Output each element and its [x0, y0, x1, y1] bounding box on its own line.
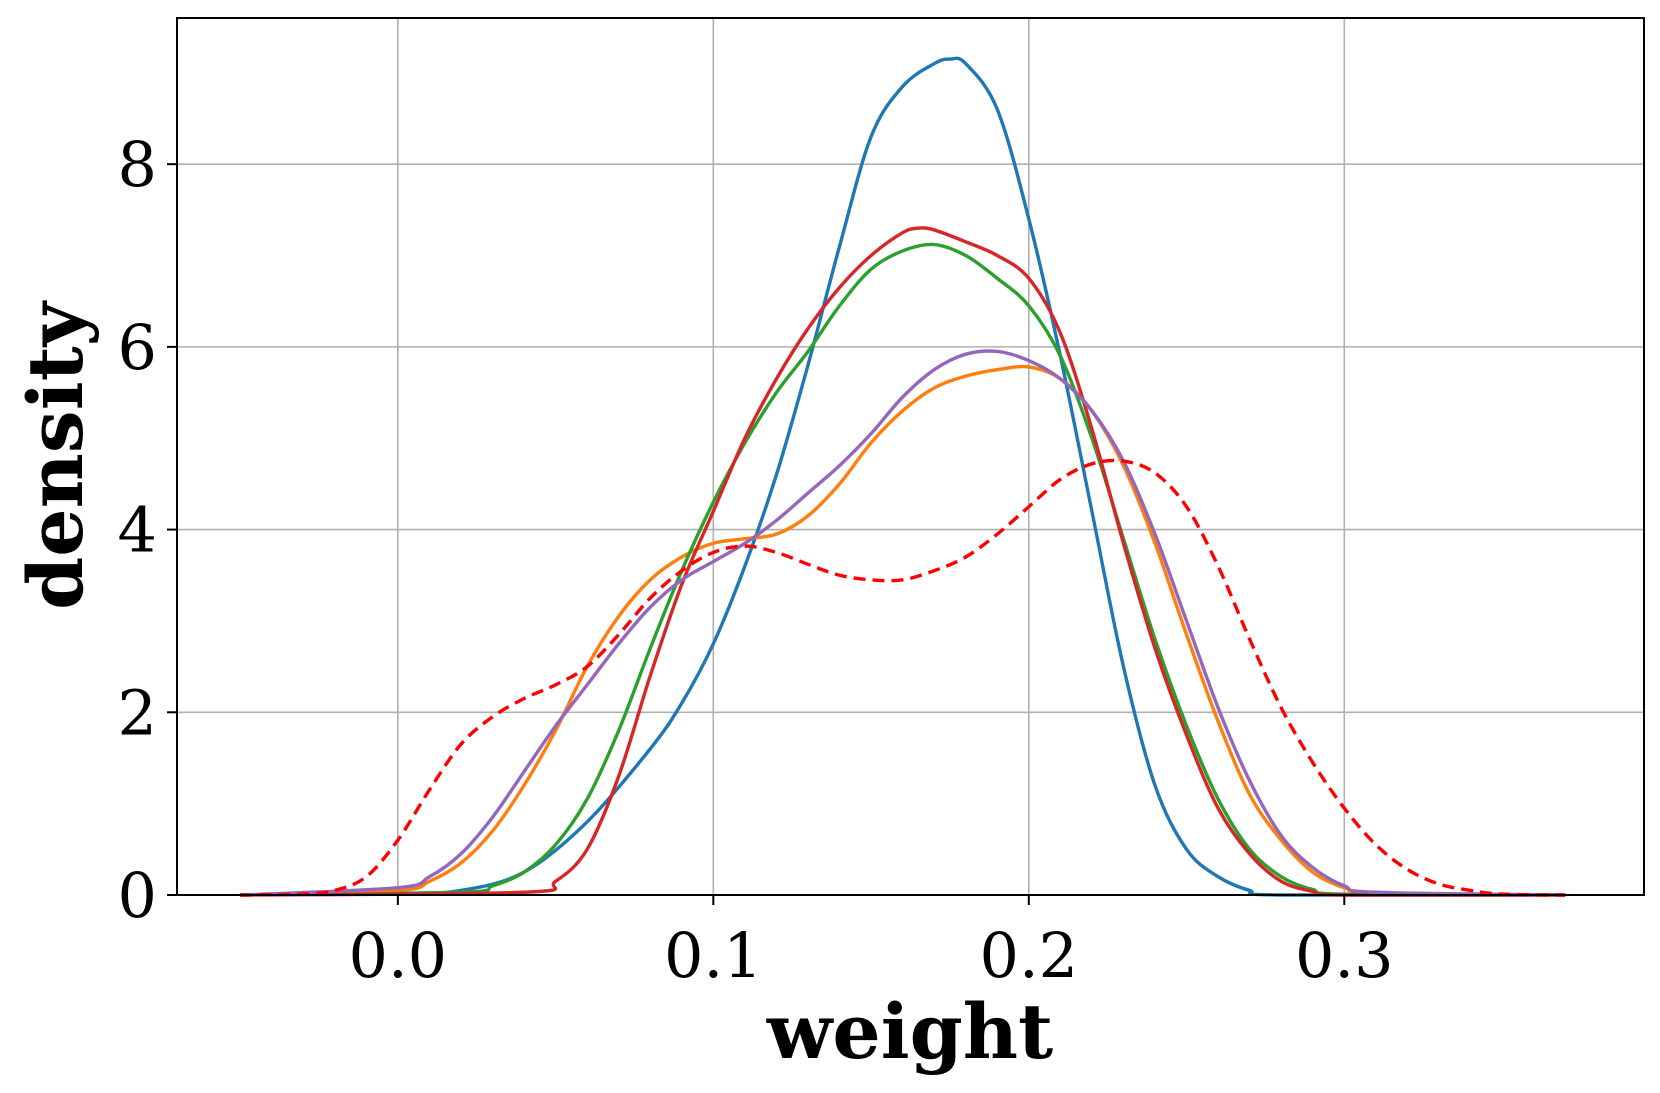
- series-line-orange: [240, 364, 1566, 897]
- grid-lines: [177, 18, 1644, 896]
- y-axis-title: density: [11, 300, 100, 610]
- series-line-blue: [240, 56, 1566, 897]
- y-axis-ticks: 0 2 4 6 8: [118, 128, 177, 932]
- y-tick-label: 2: [118, 676, 157, 749]
- series-line-red: [240, 226, 1566, 897]
- y-tick-label: 6: [118, 311, 157, 384]
- x-axis-ticks: 0.0 0.1 0.2 0.3: [349, 895, 1394, 992]
- x-tick-label: 0.2: [980, 919, 1079, 992]
- x-tick-label: 0.1: [664, 919, 763, 992]
- x-tick-label: 0.3: [1295, 919, 1394, 992]
- plot-frame: [176, 17, 1645, 896]
- series-line-red-dashed: [240, 458, 1566, 897]
- series-line-purple: [240, 349, 1566, 897]
- y-tick-label: 8: [118, 128, 157, 201]
- series-lines: [240, 56, 1566, 897]
- series-line-green: [240, 242, 1566, 897]
- y-tick-label: 4: [118, 494, 157, 567]
- y-tick-label: 0: [118, 859, 157, 932]
- x-tick-label: 0.0: [349, 919, 448, 992]
- x-axis-title: weight: [766, 987, 1053, 1076]
